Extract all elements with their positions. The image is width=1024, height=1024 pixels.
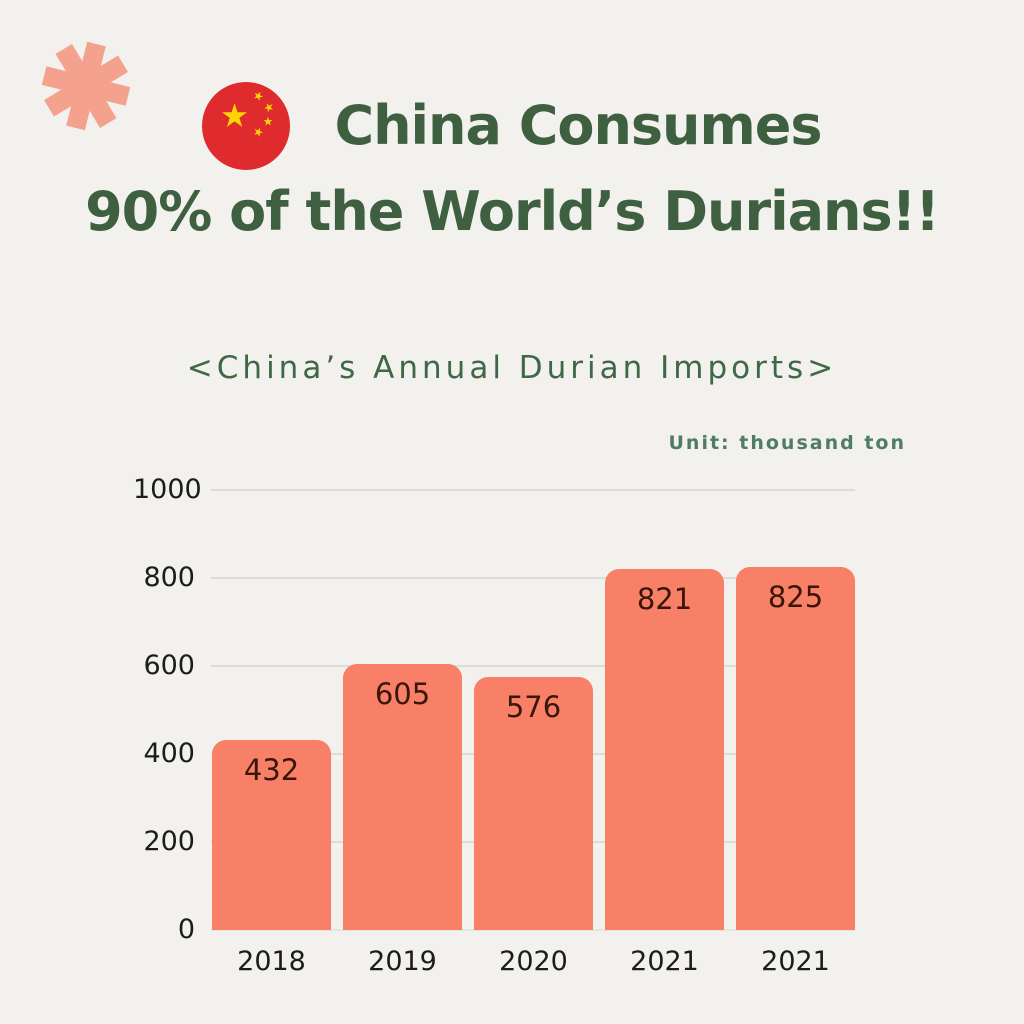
gridline-600 — [211, 665, 855, 667]
bar-2018-0: 432 — [212, 739, 331, 930]
gridline-0 — [211, 929, 855, 931]
bar-value-label: 825 — [767, 580, 824, 614]
asterisk-icon — [41, 41, 131, 131]
chart-title: <China’s Annual Durian Imports> — [186, 350, 838, 386]
x-axis-label-1: 2019 — [368, 946, 437, 977]
y-axis-tick-label-1000: 1000 — [133, 474, 202, 505]
y-axis-tick-label-800: 800 — [143, 562, 195, 593]
page-title-line-1: China Consumes — [334, 94, 822, 158]
bar-2019-1: 605 — [343, 663, 462, 930]
x-axis-label-0: 2018 — [237, 946, 306, 977]
gridline-800 — [211, 577, 855, 579]
y-axis-tick-label-200: 200 — [143, 826, 195, 857]
bar-value-label: 576 — [505, 689, 562, 724]
bar-value-label: 432 — [243, 752, 300, 787]
gridline-1000 — [211, 489, 855, 491]
x-axis-label-3: 2021 — [630, 946, 699, 977]
title-row: China Consumes — [0, 82, 1024, 170]
unit-label: Unit: thousand ton — [668, 432, 906, 454]
bar-value-label: 821 — [636, 581, 693, 616]
y-axis-tick-label-400: 400 — [143, 738, 195, 769]
y-axis-tick-label-600: 600 — [143, 650, 195, 681]
x-axis-label-2: 2020 — [499, 946, 568, 977]
bars-area: 432 605 576 821 825 — [212, 490, 855, 930]
bar-2020-2: 576 — [474, 676, 593, 930]
x-axis: 2018 2019 2020 2021 2021 — [212, 946, 855, 977]
bar-chart: 432 605 576 821 825 2018 2019 2020 2021 2021 0 20… — [133, 470, 863, 1000]
header: China Consumes 90% of the World’s Durian… — [0, 82, 1024, 241]
page-title-line-2: 90% of the World’s Durians!! — [85, 180, 940, 243]
x-axis-label-4: 2021 — [761, 946, 830, 977]
bar-2021-3: 821 — [605, 568, 724, 930]
y-axis-tick-label-0: 0 — [177, 914, 195, 945]
bar-value-label: 605 — [374, 676, 431, 711]
bar-2021-4: 825 — [736, 567, 855, 930]
china-flag-icon — [202, 82, 291, 170]
